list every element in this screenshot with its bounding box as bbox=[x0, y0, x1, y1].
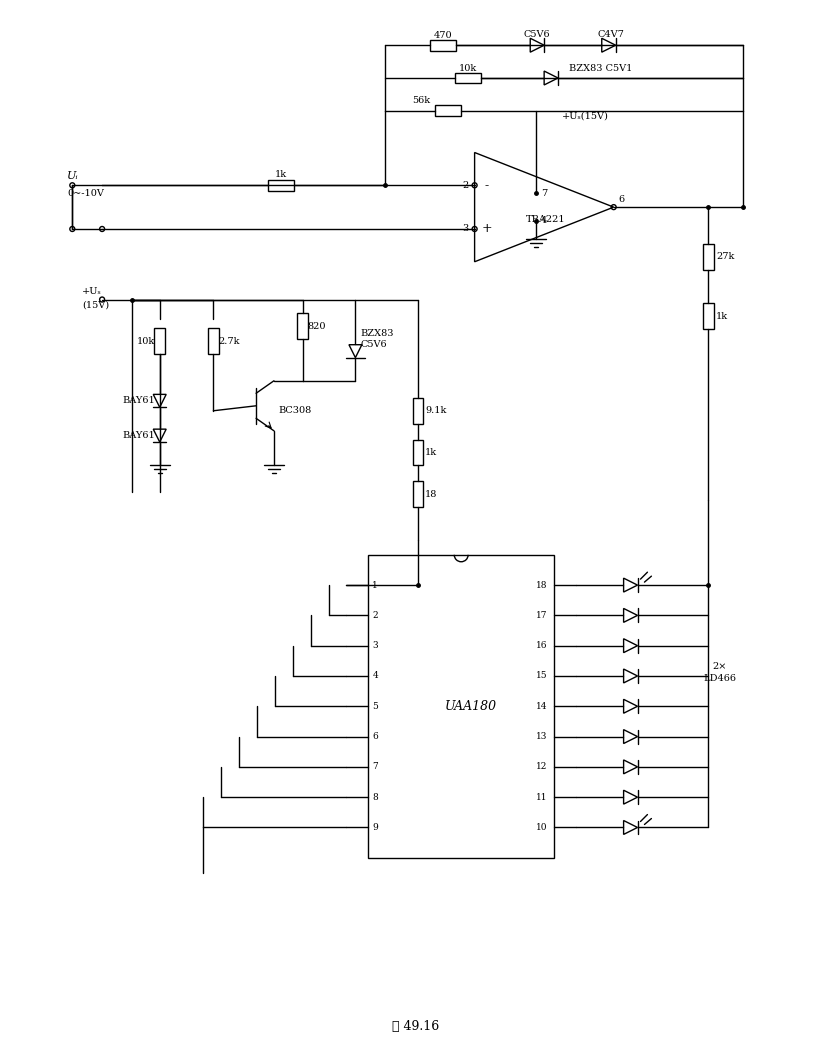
Text: 56k: 56k bbox=[412, 97, 430, 105]
Text: BC308: BC308 bbox=[278, 406, 311, 415]
Text: 6: 6 bbox=[373, 732, 379, 741]
Text: -: - bbox=[484, 178, 488, 192]
Bar bbox=[154, 328, 166, 355]
Text: 6: 6 bbox=[618, 195, 625, 204]
Text: 820: 820 bbox=[308, 322, 326, 330]
Text: 9: 9 bbox=[373, 823, 379, 832]
Text: 图 49.16: 图 49.16 bbox=[393, 1020, 439, 1033]
Text: 3: 3 bbox=[463, 224, 468, 234]
Text: C4V7: C4V7 bbox=[597, 29, 624, 39]
Text: 5: 5 bbox=[373, 702, 379, 711]
Text: 13: 13 bbox=[536, 732, 547, 741]
Text: 17: 17 bbox=[536, 611, 547, 620]
Text: +Uₛ(15V): +Uₛ(15V) bbox=[562, 111, 609, 121]
Bar bbox=[702, 303, 714, 329]
Text: UAA180: UAA180 bbox=[445, 700, 498, 712]
Text: BAY61: BAY61 bbox=[122, 431, 155, 441]
Text: Uᵢ: Uᵢ bbox=[67, 171, 79, 181]
Text: 1: 1 bbox=[373, 580, 379, 590]
Text: 3: 3 bbox=[373, 641, 378, 650]
Text: 12: 12 bbox=[536, 763, 547, 771]
Text: 0~-10V: 0~-10V bbox=[67, 189, 104, 197]
Bar bbox=[268, 179, 294, 191]
Text: 2×: 2× bbox=[713, 662, 727, 670]
Text: BAY61: BAY61 bbox=[122, 397, 155, 405]
Text: 7: 7 bbox=[373, 763, 379, 771]
Bar bbox=[413, 398, 423, 424]
Text: LD466: LD466 bbox=[704, 675, 736, 684]
Text: 10: 10 bbox=[536, 823, 547, 832]
Bar bbox=[369, 555, 554, 858]
Bar bbox=[297, 314, 308, 339]
Text: 15: 15 bbox=[536, 671, 547, 681]
Text: 4: 4 bbox=[541, 216, 547, 226]
Text: 10k: 10k bbox=[136, 337, 155, 346]
Text: +: + bbox=[481, 222, 492, 235]
Text: +Uₛ: +Uₛ bbox=[82, 287, 102, 296]
Bar bbox=[455, 72, 481, 84]
Text: 16: 16 bbox=[536, 641, 547, 650]
Text: 1k: 1k bbox=[275, 170, 287, 178]
Text: (15V): (15V) bbox=[82, 301, 109, 309]
Text: 4: 4 bbox=[373, 671, 379, 681]
Text: 27k: 27k bbox=[716, 253, 735, 261]
Text: 2: 2 bbox=[463, 180, 468, 190]
Bar bbox=[702, 243, 714, 270]
Bar bbox=[435, 105, 461, 116]
Bar bbox=[413, 440, 423, 466]
Text: C5V6: C5V6 bbox=[360, 340, 387, 348]
Text: 11: 11 bbox=[536, 793, 547, 801]
Text: 1k: 1k bbox=[425, 448, 437, 457]
Text: 9.1k: 9.1k bbox=[425, 406, 446, 415]
Text: 14: 14 bbox=[536, 702, 547, 711]
Text: 8: 8 bbox=[373, 793, 379, 801]
Text: 2: 2 bbox=[373, 611, 378, 620]
Text: C5V6: C5V6 bbox=[524, 29, 551, 39]
Text: 470: 470 bbox=[433, 30, 452, 40]
Text: 1k: 1k bbox=[716, 312, 728, 321]
Text: BZX83: BZX83 bbox=[360, 328, 394, 338]
Text: 2.7k: 2.7k bbox=[218, 337, 240, 346]
Bar bbox=[430, 40, 456, 50]
Text: 10k: 10k bbox=[458, 64, 477, 72]
Text: 18: 18 bbox=[425, 490, 438, 498]
Text: BZX83 C5V1: BZX83 C5V1 bbox=[569, 64, 632, 72]
Text: 18: 18 bbox=[536, 580, 547, 590]
Text: 7: 7 bbox=[541, 189, 547, 198]
Bar bbox=[208, 328, 219, 355]
Bar bbox=[413, 481, 423, 507]
Text: TBA221: TBA221 bbox=[527, 215, 566, 223]
